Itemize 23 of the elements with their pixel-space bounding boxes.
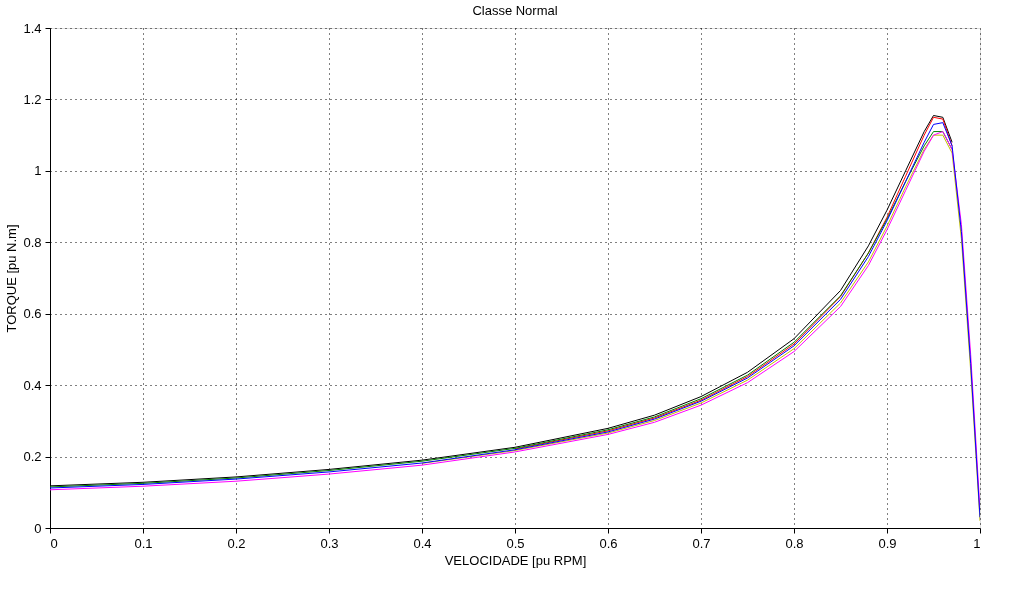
x-tick-label: 0.8 xyxy=(785,535,804,551)
y-tick-label: 1 xyxy=(34,163,42,179)
x-tick-label: 0.5 xyxy=(506,535,525,551)
x-tick-label: 0.4 xyxy=(413,535,432,551)
line-series xyxy=(421,134,980,522)
x-tick-label: 0.2 xyxy=(227,535,246,551)
y-tick-label: 0 xyxy=(34,520,42,536)
x-axis-title: VELOCIDADE [pu RPM] xyxy=(444,552,587,568)
x-tick-label: 0.6 xyxy=(599,535,618,551)
y-tick-label: 0.2 xyxy=(23,449,42,465)
x-tick-label: 0.3 xyxy=(320,535,339,551)
y-tick-label: 0.6 xyxy=(23,306,42,322)
x-tick-label: 0.1 xyxy=(134,535,153,551)
chart-title: Classe Normal xyxy=(472,3,558,18)
y-tick-label: 0.4 xyxy=(23,377,42,393)
x-tick-label: 0.7 xyxy=(692,535,711,551)
x-tick-label: 1 xyxy=(973,535,981,551)
x-tick-label: 0 xyxy=(50,535,58,551)
y-axis-title: TORQUE [pu N.m] xyxy=(4,224,20,333)
y-tick-label: 1.2 xyxy=(23,91,42,107)
y-tick-label: 0.8 xyxy=(23,234,42,250)
x-tick-label: 0.9 xyxy=(878,535,897,551)
y-tick-label: 1.4 xyxy=(23,20,42,36)
